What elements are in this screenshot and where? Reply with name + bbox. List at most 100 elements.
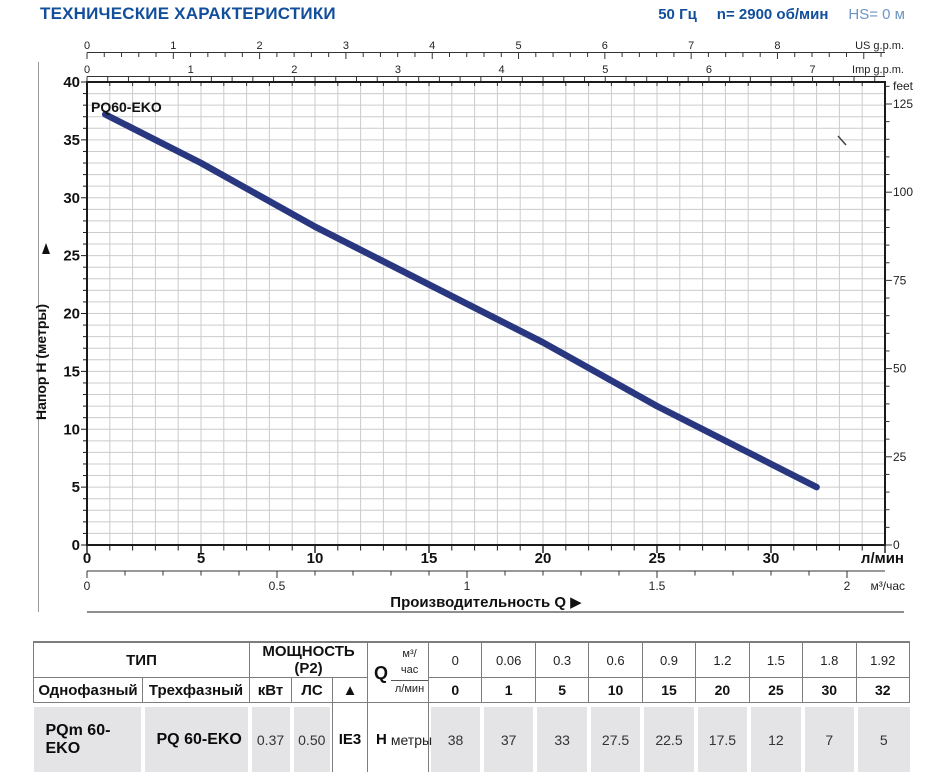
svg-text:5: 5: [602, 64, 608, 76]
q-label: Q: [374, 662, 389, 683]
axis-lmin: 0 5 10 15 20 25 30 л/мин: [83, 545, 904, 567]
svg-text:10: 10: [307, 550, 324, 567]
svg-text:0: 0: [84, 579, 91, 593]
curve-line: [101, 111, 820, 491]
q-m3h-value: 1.2: [695, 641, 750, 678]
svg-text:8: 8: [774, 40, 780, 52]
suction-head-label: HS= 0 м: [848, 6, 905, 23]
svg-text:10: 10: [63, 421, 80, 438]
svg-text:20: 20: [63, 306, 80, 323]
svg-text:Производительность Q ▶: Производительность Q ▶: [390, 594, 582, 611]
diagonal-mark: [837, 135, 847, 146]
svg-text:20: 20: [535, 550, 552, 567]
pump-name-single: PQm 60-EKO: [33, 703, 143, 772]
efficiency-class-value: IE3: [332, 702, 369, 772]
y-axis-title: Напор H (метры): [33, 243, 50, 420]
power-kw-value: 0.37: [250, 703, 292, 772]
head-m-value: 7: [803, 703, 856, 772]
svg-text:40: 40: [63, 74, 80, 91]
head-m-value: 22.5: [642, 703, 695, 772]
svg-text:100: 100: [893, 185, 913, 199]
svg-text:0: 0: [84, 64, 90, 76]
head-m-value: 5: [856, 703, 910, 772]
header-bar: ТЕХНИЧЕСКИЕ ХАРАКТЕРИСТИКИ 50 Гц n= 2900…: [40, 4, 905, 24]
svg-text:6: 6: [602, 40, 608, 52]
up-arrow-icon: [42, 243, 50, 254]
svg-text:US g.p.m.: US g.p.m.: [855, 40, 904, 52]
q-m3h-value: 1.5: [748, 641, 804, 678]
svg-text:Imp g.p.m.: Imp g.p.m.: [852, 64, 904, 76]
svg-text:50: 50: [893, 362, 907, 376]
q-m3h-value: 0.3: [534, 641, 590, 678]
svg-text:5: 5: [515, 40, 521, 52]
axis-us-gpm: 0 1 2 3 4 5 6 7 8 US g.p.m.: [84, 40, 904, 59]
head-m-value: 33: [535, 703, 588, 772]
header-specs: 50 Гц n= 2900 об/мин HS= 0 м: [658, 6, 905, 23]
svg-text:25: 25: [63, 248, 80, 265]
svg-text:2: 2: [844, 579, 851, 593]
pump-curve-chart: 0 1 2 3 4 5 6 7 8 US g.p.m.0 1 2 3 4 5 6 7 Imp g.p.m.0 5 10…: [33, 40, 914, 613]
curve-label: PQ60-EKO: [91, 99, 162, 115]
svg-text:feet: feet: [893, 79, 914, 93]
col-efficiency-triangle-icon: ▲: [332, 677, 369, 703]
svg-text:3: 3: [343, 40, 349, 52]
svg-text:1: 1: [464, 579, 471, 593]
pump-name-three: PQ 60-EKO: [143, 703, 250, 772]
page-title: ТЕХНИЧЕСКИЕ ХАРАКТЕРИСТИКИ: [40, 4, 336, 23]
type-header: ТИП: [32, 641, 251, 678]
svg-text:2: 2: [291, 64, 297, 76]
svg-text:25: 25: [649, 550, 666, 567]
head-m-value: 12: [749, 703, 802, 772]
q-lmin-value: 15: [641, 677, 697, 703]
svg-text:15: 15: [421, 550, 438, 567]
q-lmin-value: 1: [481, 677, 536, 703]
q-m3h-value: 0.6: [588, 641, 643, 678]
svg-text:0: 0: [84, 40, 90, 52]
svg-text:75: 75: [893, 273, 907, 287]
head-m-value: 37: [482, 703, 535, 772]
col-three-phase: Трехфазный: [141, 677, 251, 703]
svg-text:15: 15: [63, 363, 80, 380]
axis-imp-gpm: 0 1 2 3 4 5 6 7 Imp g.p.m.: [84, 64, 904, 83]
svg-text:1.5: 1.5: [649, 579, 666, 593]
svg-text:7: 7: [688, 40, 694, 52]
q-header-cell: Q м³/час л/мин: [367, 641, 430, 703]
col-single-phase: Однофазный: [33, 677, 143, 703]
svg-text:30: 30: [63, 190, 80, 207]
q-lmin-value: 5: [534, 677, 590, 703]
svg-text:0: 0: [72, 537, 80, 554]
q-m3h-value: 0: [428, 641, 483, 678]
q-m3h-value: 1.8: [802, 641, 857, 678]
svg-text:2: 2: [257, 40, 263, 52]
q-lmin-value: 20: [695, 677, 750, 703]
q-m3h-value: 0.9: [641, 641, 697, 678]
svg-text:5: 5: [197, 550, 205, 567]
head-m-value: 38: [429, 703, 482, 772]
svg-text:л/мин: л/мин: [861, 550, 904, 567]
pump-curve: [101, 111, 820, 491]
svg-text:30: 30: [763, 550, 780, 567]
svg-text:1: 1: [170, 40, 176, 52]
head-m-value: 17.5: [696, 703, 749, 772]
q-unit-m3h: м³/час: [391, 647, 429, 681]
q-unit-lmin: л/мин: [394, 682, 425, 695]
svg-text:м³/час: м³/час: [870, 579, 905, 593]
h-label: H: [376, 731, 387, 748]
svg-text:0: 0: [893, 538, 900, 552]
q-lmin-value: 30: [802, 677, 857, 703]
svg-text:125: 125: [893, 97, 913, 111]
col-hp: ЛС: [291, 677, 334, 703]
q-lmin-value: 0: [428, 677, 483, 703]
svg-text:6: 6: [706, 64, 712, 76]
x-axis-title: Производительность Q ▶: [390, 594, 582, 611]
frequency-label: 50 Гц: [658, 6, 697, 23]
svg-text:0.5: 0.5: [269, 579, 286, 593]
col-kw: кВт: [249, 677, 293, 703]
q-lmin-value: 25: [748, 677, 804, 703]
grid: [87, 82, 885, 545]
svg-text:1: 1: [188, 64, 194, 76]
power-header: МОЩНОСТЬ (P2): [249, 641, 369, 678]
head-m-value: 27.5: [589, 703, 642, 772]
spec-table: ТИП МОЩНОСТЬ (P2) Q м³/час л/мин 0 0.06 0.…: [32, 641, 911, 772]
svg-text:35: 35: [63, 132, 80, 149]
